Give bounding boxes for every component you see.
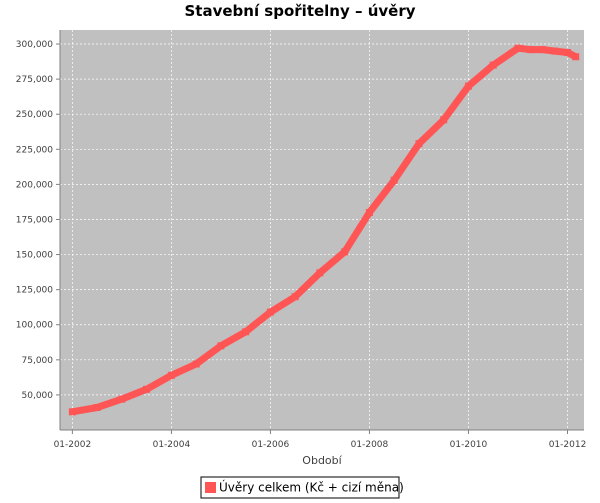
data-point xyxy=(572,53,580,61)
data-point xyxy=(440,116,448,124)
legend-box xyxy=(200,476,400,499)
x-tick-label: 01-2012 xyxy=(549,440,587,450)
data-point xyxy=(266,308,274,316)
data-point xyxy=(143,385,151,393)
data-point xyxy=(551,47,559,55)
x-tick-label: 01-2004 xyxy=(153,440,191,450)
data-point xyxy=(539,46,547,54)
chart-title: Stavební spořitelny – úvěry xyxy=(184,2,415,20)
data-point xyxy=(217,342,225,350)
data-point xyxy=(514,44,522,52)
x-tick-label: 01-2010 xyxy=(450,440,488,450)
data-point xyxy=(291,293,299,301)
y-tick-label: 200,000 xyxy=(16,180,53,190)
data-point xyxy=(167,371,175,379)
data-point xyxy=(93,404,101,411)
data-point xyxy=(316,269,324,277)
y-tick-label: 100,000 xyxy=(16,321,53,331)
y-tick-label: 225,000 xyxy=(16,145,53,155)
legend[interactable]: Úvěry celkem (Kč + cizí měna) xyxy=(200,476,404,499)
y-tick-label: 175,000 xyxy=(16,215,53,225)
data-point xyxy=(68,408,76,416)
data-point xyxy=(341,248,349,256)
plot-area xyxy=(60,30,584,430)
data-point xyxy=(489,61,497,69)
axes: 50,000 75,000 100,000 125,000 150,000 175,000… xyxy=(16,30,587,450)
y-tick-label: 250,000 xyxy=(16,110,53,120)
y-tick-label: 50,000 xyxy=(22,391,54,401)
data-point xyxy=(118,395,126,403)
x-tick-label: 01-2006 xyxy=(252,440,290,450)
y-tick-label: 125,000 xyxy=(16,286,53,296)
data-point xyxy=(465,82,472,90)
y-tick-label: 300,000 xyxy=(16,40,53,50)
legend-swatch xyxy=(205,482,216,493)
data-point xyxy=(242,328,250,336)
data-point xyxy=(192,360,200,368)
data-point xyxy=(564,49,571,56)
y-tick-label: 275,000 xyxy=(16,75,53,85)
series-layer xyxy=(68,44,580,416)
data-point xyxy=(526,46,534,54)
data-point xyxy=(415,140,423,148)
x-tick-label: 01-2008 xyxy=(351,440,389,450)
y-tick-label: 150,000 xyxy=(16,251,53,261)
legend-label: Úvěry celkem (Kč + cizí měna) xyxy=(219,480,404,495)
x-axis-label: Období xyxy=(302,454,342,467)
grid-lines xyxy=(60,30,584,430)
y-tick-label: 75,000 xyxy=(22,356,54,366)
data-point xyxy=(365,209,373,216)
x-tick-label: 01-2002 xyxy=(54,440,92,450)
data-point xyxy=(390,176,398,184)
